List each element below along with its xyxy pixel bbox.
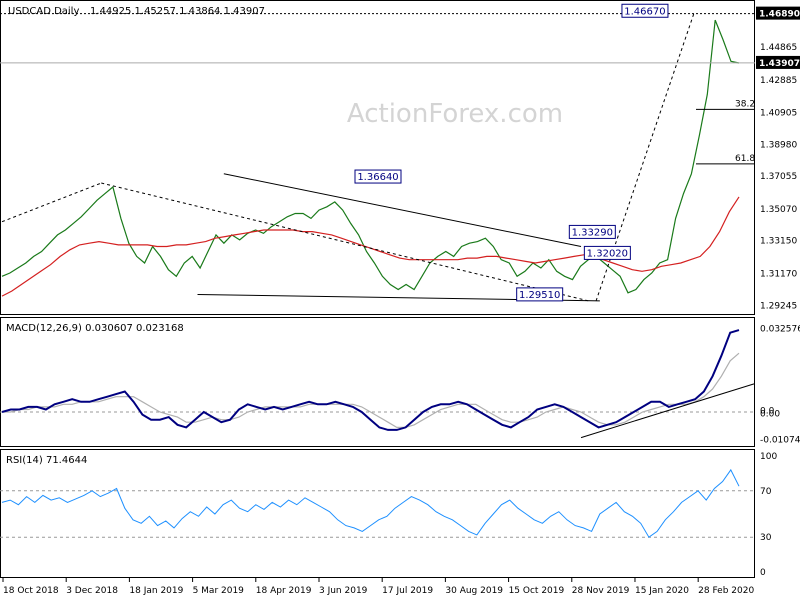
ohlc-header: 1.44925 1.45257 1.43864 1.43907 bbox=[90, 6, 265, 17]
price-tag-0: 1.46890 bbox=[759, 10, 800, 20]
x-tick-3: 5 Mar 2019 bbox=[193, 586, 245, 596]
price-panel-frame bbox=[0, 0, 755, 315]
price-y-tick-9: 1.29245 bbox=[760, 301, 797, 311]
price-y-tick-3: 1.40905 bbox=[760, 109, 797, 119]
price-tag-box-0 bbox=[756, 6, 800, 20]
macd-y-tick-2: 0.00 bbox=[760, 409, 780, 419]
macd-header: MACD(12,26,9) 0.030607 0.023168 bbox=[6, 323, 184, 334]
x-tick-0: 18 Oct 2018 bbox=[3, 586, 59, 596]
rsi-y-tick-1: 70 bbox=[760, 487, 772, 497]
x-tick-1: 3 Dec 2018 bbox=[66, 586, 118, 596]
price-tag-box-1 bbox=[756, 55, 800, 69]
rsi-header: RSI(14) 71.4644 bbox=[6, 455, 87, 466]
axis-layer: 1.46890 1.44865 1.42885 1.40905 1.38980 1.370… bbox=[2, 6, 800, 596]
price-label-0: 1.36640 bbox=[357, 172, 398, 183]
price-y-tick-8: 1.31170 bbox=[760, 269, 797, 279]
rsi-panel-frame bbox=[0, 449, 755, 578]
fib-label-0: 38.2 bbox=[735, 99, 755, 109]
x-tick-2: 18 Jan 2019 bbox=[129, 586, 183, 596]
macd-layer bbox=[0, 329, 755, 439]
fib-label-1: 61.8 bbox=[735, 154, 755, 164]
macd-y-tick-0: 0.032576 bbox=[760, 325, 800, 335]
price-label-2: 1.32020 bbox=[587, 248, 628, 259]
price-label-3: 1.29510 bbox=[519, 290, 560, 301]
price-layer: 38.2 61.8 1.36640 1.33290 1.32020 1.29510 1.46… bbox=[0, 3, 755, 302]
price-series-line bbox=[1, 19, 740, 294]
watermark: ActionForex.com bbox=[347, 99, 563, 129]
macd-signal-line bbox=[2, 352, 740, 428]
instrument-label: USDCAD Daily bbox=[8, 6, 79, 17]
rsi-y-tick-0: 100 bbox=[760, 452, 777, 462]
x-tick-11: 28 Feb 2020 bbox=[698, 586, 754, 596]
price-label-box-0 bbox=[354, 169, 402, 184]
x-tick-9: 28 Nov 2019 bbox=[572, 586, 630, 596]
price-y-tick-4: 1.38980 bbox=[760, 140, 797, 150]
x-tick-6: 17 Jul 2019 bbox=[382, 586, 433, 596]
price-y-tick-2: 1.42885 bbox=[760, 76, 797, 86]
price-label-box-3 bbox=[516, 287, 564, 302]
macd-y-tick-1: 0.0 bbox=[760, 407, 775, 417]
price-label-box-4 bbox=[621, 3, 669, 18]
x-tick-10: 15 Jan 2020 bbox=[635, 586, 689, 596]
price-y-tick-6: 1.35070 bbox=[760, 205, 797, 215]
price-label-box-1 bbox=[568, 224, 616, 239]
x-tick-4: 18 Apr 2019 bbox=[256, 586, 312, 596]
macd-line bbox=[1, 329, 740, 431]
price-label-1: 1.33290 bbox=[572, 227, 613, 238]
price-tag-1: 1.43907 bbox=[759, 59, 800, 69]
rsi-y-tick-3: 0 bbox=[760, 568, 766, 578]
rsi-y-tick-2: 30 bbox=[760, 533, 772, 543]
rsi-layer bbox=[0, 468, 755, 538]
price-label-box-2 bbox=[583, 245, 631, 260]
macd-trendline bbox=[580, 383, 755, 439]
price-y-tick-5: 1.37055 bbox=[760, 172, 797, 182]
x-tick-7: 30 Aug 2019 bbox=[445, 586, 503, 596]
x-tick-8: 15 Oct 2019 bbox=[509, 586, 565, 596]
trendline-2 bbox=[223, 173, 582, 248]
price-y-tick-1: 1.44865 bbox=[760, 43, 797, 53]
price-label-4: 1.46670 bbox=[624, 6, 665, 17]
x-tick-5: 3 Jun 2019 bbox=[319, 586, 368, 596]
price-y-tick-7: 1.33150 bbox=[760, 237, 797, 247]
rsi-line bbox=[1, 468, 740, 538]
